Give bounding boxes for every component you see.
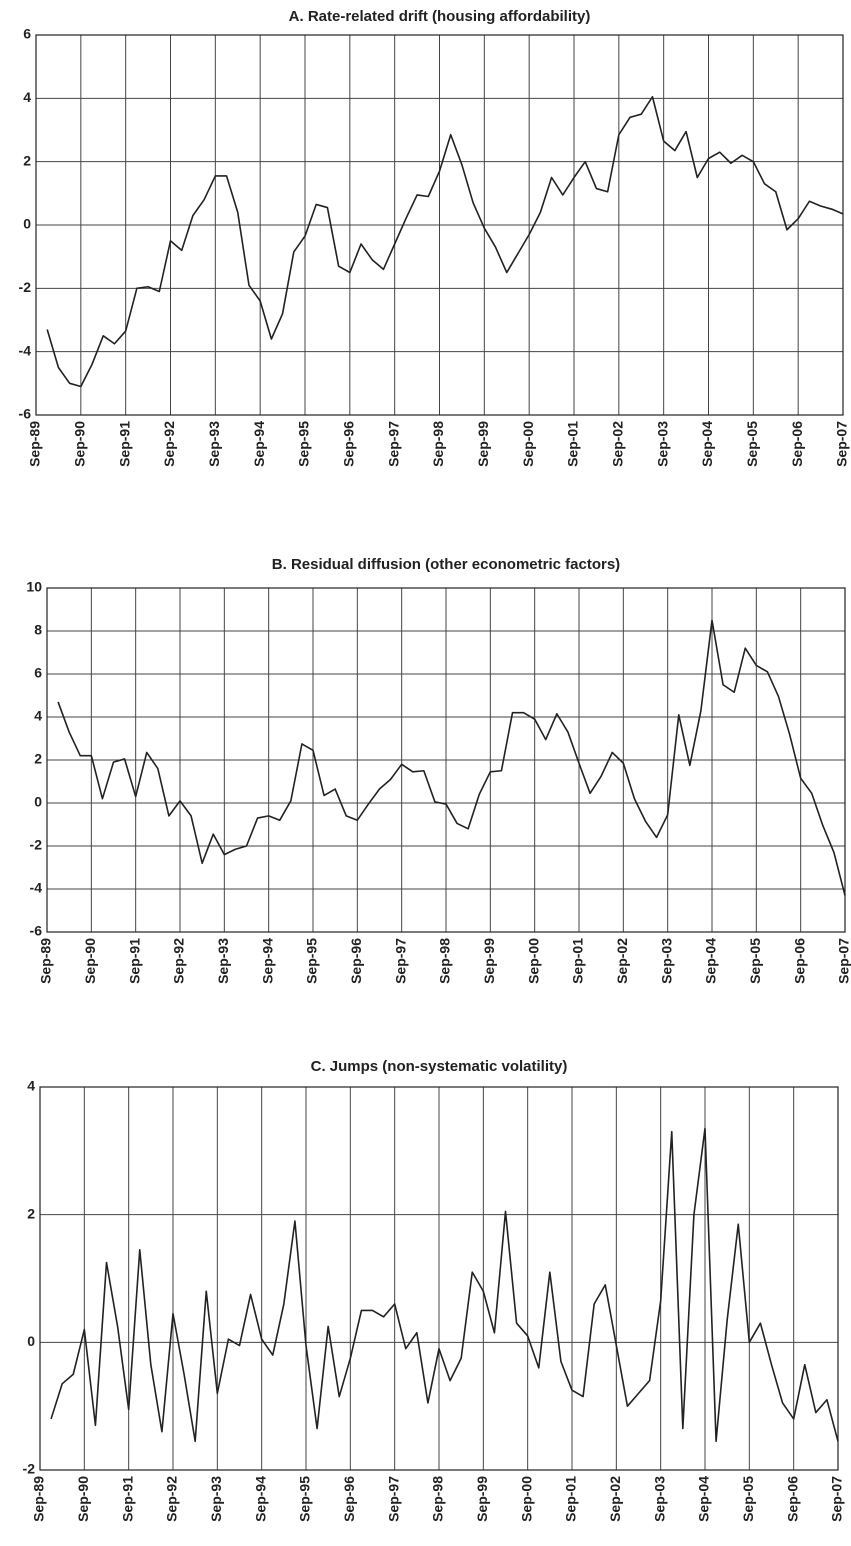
x-tick-label: Sep-01 — [565, 421, 581, 467]
x-tick-label: Sep-00 — [518, 1476, 534, 1522]
x-tick-label: Sep-01 — [570, 938, 586, 984]
y-tick-label: 8 — [34, 622, 42, 638]
y-tick-label: 2 — [23, 152, 31, 168]
y-tick-label: -2 — [23, 1461, 36, 1477]
y-tick-label: 6 — [34, 665, 42, 681]
y-tick-label: 0 — [23, 216, 31, 232]
x-tick-label: Sep-94 — [251, 421, 267, 467]
y-tick-label: 0 — [27, 1333, 35, 1349]
x-tick-label: Sep-99 — [475, 421, 491, 467]
x-tick-label: Sep-96 — [341, 1476, 357, 1522]
y-tick-label: 4 — [27, 1078, 35, 1094]
y-tick-label: -2 — [30, 837, 43, 853]
x-tick-label: Sep-07 — [829, 1476, 845, 1522]
x-tick-label: Sep-99 — [474, 1476, 490, 1522]
x-tick-label: Sep-00 — [520, 421, 536, 467]
y-tick-label: -4 — [30, 880, 43, 896]
x-tick-label: Sep-92 — [164, 1476, 180, 1522]
x-tick-label: Sep-06 — [784, 1476, 800, 1522]
x-tick-label: Sep-03 — [658, 938, 674, 984]
y-tick-label: -2 — [19, 279, 32, 295]
data-line — [57, 619, 846, 896]
x-tick-label: Sep-03 — [651, 1476, 667, 1522]
plot-frame — [46, 587, 846, 933]
x-tick-label: Sep-89 — [27, 421, 43, 467]
x-tick-label: Sep-98 — [430, 421, 446, 467]
chart-title: A. Rate-related drift (housing affordabi… — [289, 8, 591, 25]
data-line — [50, 1127, 839, 1443]
x-tick-label: Sep-05 — [740, 1476, 756, 1522]
chart-title: C. Jumps (non-systematic volatility) — [311, 1058, 568, 1075]
x-tick-label: Sep-93 — [215, 938, 231, 984]
x-tick-label: Sep-95 — [304, 938, 320, 984]
x-tick-label: Sep-90 — [82, 938, 98, 984]
y-tick-label: -6 — [19, 406, 32, 422]
x-tick-label: Sep-94 — [259, 938, 275, 984]
x-tick-label: Sep-92 — [161, 421, 177, 467]
x-tick-label: Sep-95 — [296, 421, 312, 467]
x-tick-label: Sep-04 — [696, 1476, 712, 1522]
x-tick-label: Sep-01 — [563, 1476, 579, 1522]
x-tick-label: Sep-97 — [392, 938, 408, 984]
x-tick-label: Sep-98 — [430, 1476, 446, 1522]
x-tick-label: Sep-90 — [72, 421, 88, 467]
x-tick-label: Sep-02 — [607, 1476, 623, 1522]
y-tick-label: 10 — [26, 579, 42, 595]
x-tick-label: Sep-02 — [614, 938, 630, 984]
x-tick-label: Sep-95 — [297, 1476, 313, 1522]
y-tick-label: 2 — [34, 751, 42, 767]
x-tick-label: Sep-97 — [385, 1476, 401, 1522]
x-tick-label: Sep-89 — [31, 1476, 47, 1522]
x-tick-label: Sep-05 — [747, 938, 763, 984]
y-tick-label: -6 — [30, 923, 43, 939]
y-tick-label: 6 — [23, 26, 31, 42]
x-tick-label: Sep-91 — [116, 421, 132, 467]
x-tick-label: Sep-99 — [481, 938, 497, 984]
x-tick-label: Sep-07 — [834, 421, 850, 467]
x-tick-label: Sep-96 — [341, 421, 357, 467]
x-tick-label: Sep-91 — [119, 1476, 135, 1522]
x-tick-label: Sep-06 — [791, 938, 807, 984]
x-tick-label: Sep-96 — [348, 938, 364, 984]
x-tick-label: Sep-03 — [654, 421, 670, 467]
plot-frame — [39, 1086, 839, 1471]
y-tick-label: 4 — [23, 89, 31, 105]
y-tick-label: 0 — [34, 794, 42, 810]
x-tick-label: Sep-05 — [744, 421, 760, 467]
x-tick-label: Sep-04 — [699, 421, 715, 467]
data-line — [46, 95, 844, 388]
x-tick-label: Sep-02 — [610, 421, 626, 467]
x-tick-label: Sep-93 — [206, 421, 222, 467]
x-tick-label: Sep-00 — [525, 938, 541, 984]
x-tick-label: Sep-94 — [252, 1476, 268, 1522]
x-tick-label: Sep-90 — [75, 1476, 91, 1522]
x-tick-label: Sep-07 — [836, 938, 851, 984]
x-tick-label: Sep-98 — [437, 938, 453, 984]
x-tick-label: Sep-97 — [385, 421, 401, 467]
y-tick-label: 4 — [34, 708, 42, 724]
x-tick-label: Sep-06 — [789, 421, 805, 467]
x-tick-label: Sep-04 — [703, 938, 719, 984]
x-tick-label: Sep-92 — [171, 938, 187, 984]
y-tick-label: -4 — [19, 342, 32, 358]
y-tick-label: 2 — [27, 1205, 35, 1221]
x-tick-label: Sep-89 — [38, 938, 54, 984]
chart-title: B. Residual diffusion (other econometric… — [272, 556, 620, 573]
x-tick-label: Sep-91 — [126, 938, 142, 984]
plot-frame — [35, 34, 844, 416]
x-tick-label: Sep-93 — [208, 1476, 224, 1522]
